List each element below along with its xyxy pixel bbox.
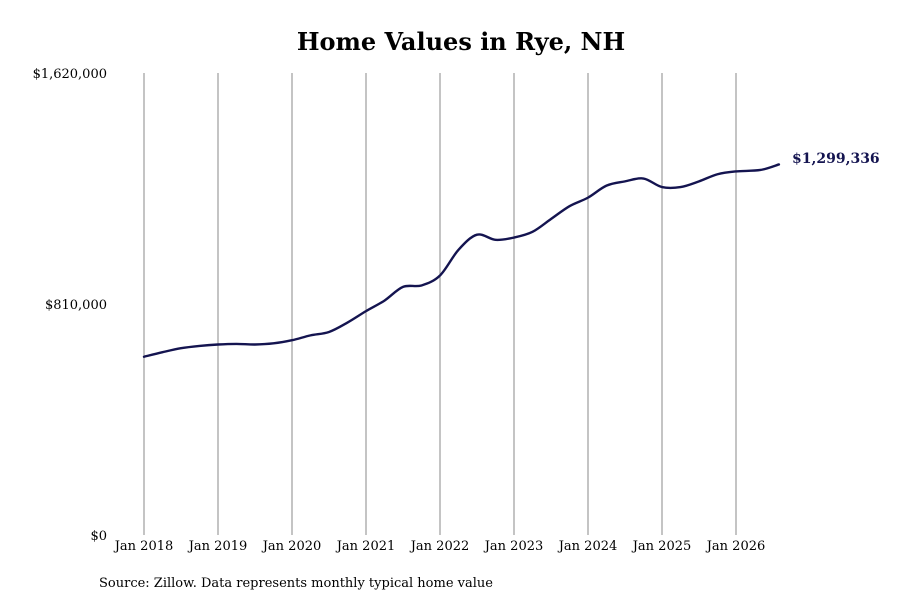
x-tick-label: Jan 2019 bbox=[187, 539, 248, 554]
x-tick-label: Jan 2018 bbox=[113, 539, 174, 554]
x-tick-label: Jan 2025 bbox=[631, 539, 692, 554]
grid bbox=[143, 73, 737, 535]
y-tick-label: $810,000 bbox=[45, 298, 107, 313]
x-tick-label: Jan 2021 bbox=[335, 539, 396, 554]
source-note: Source: Zillow. Data represents monthly … bbox=[99, 576, 493, 591]
end-value-label: $1,299,336 bbox=[792, 151, 880, 167]
x-axis: Jan 2018 Jan 2019 Jan 2020 Jan 2021 Jan 2022… bbox=[113, 539, 766, 554]
x-tick-label: Jan 2023 bbox=[483, 539, 544, 554]
series-layer bbox=[142, 163, 781, 358]
x-tick-label: Jan 2026 bbox=[705, 539, 766, 554]
x-tick-label: Jan 2020 bbox=[261, 539, 322, 554]
home-value-line bbox=[142, 163, 781, 358]
y-tick-label: $1,620,000 bbox=[33, 67, 107, 82]
chart-title: Home Values in Rye, NH bbox=[297, 27, 625, 56]
y-tick-label: $0 bbox=[90, 529, 107, 544]
x-tick-label: Jan 2022 bbox=[409, 539, 470, 554]
x-tick-label: Jan 2024 bbox=[557, 539, 618, 554]
y-axis: $0 $810,000 $1,620,000 bbox=[33, 67, 107, 544]
